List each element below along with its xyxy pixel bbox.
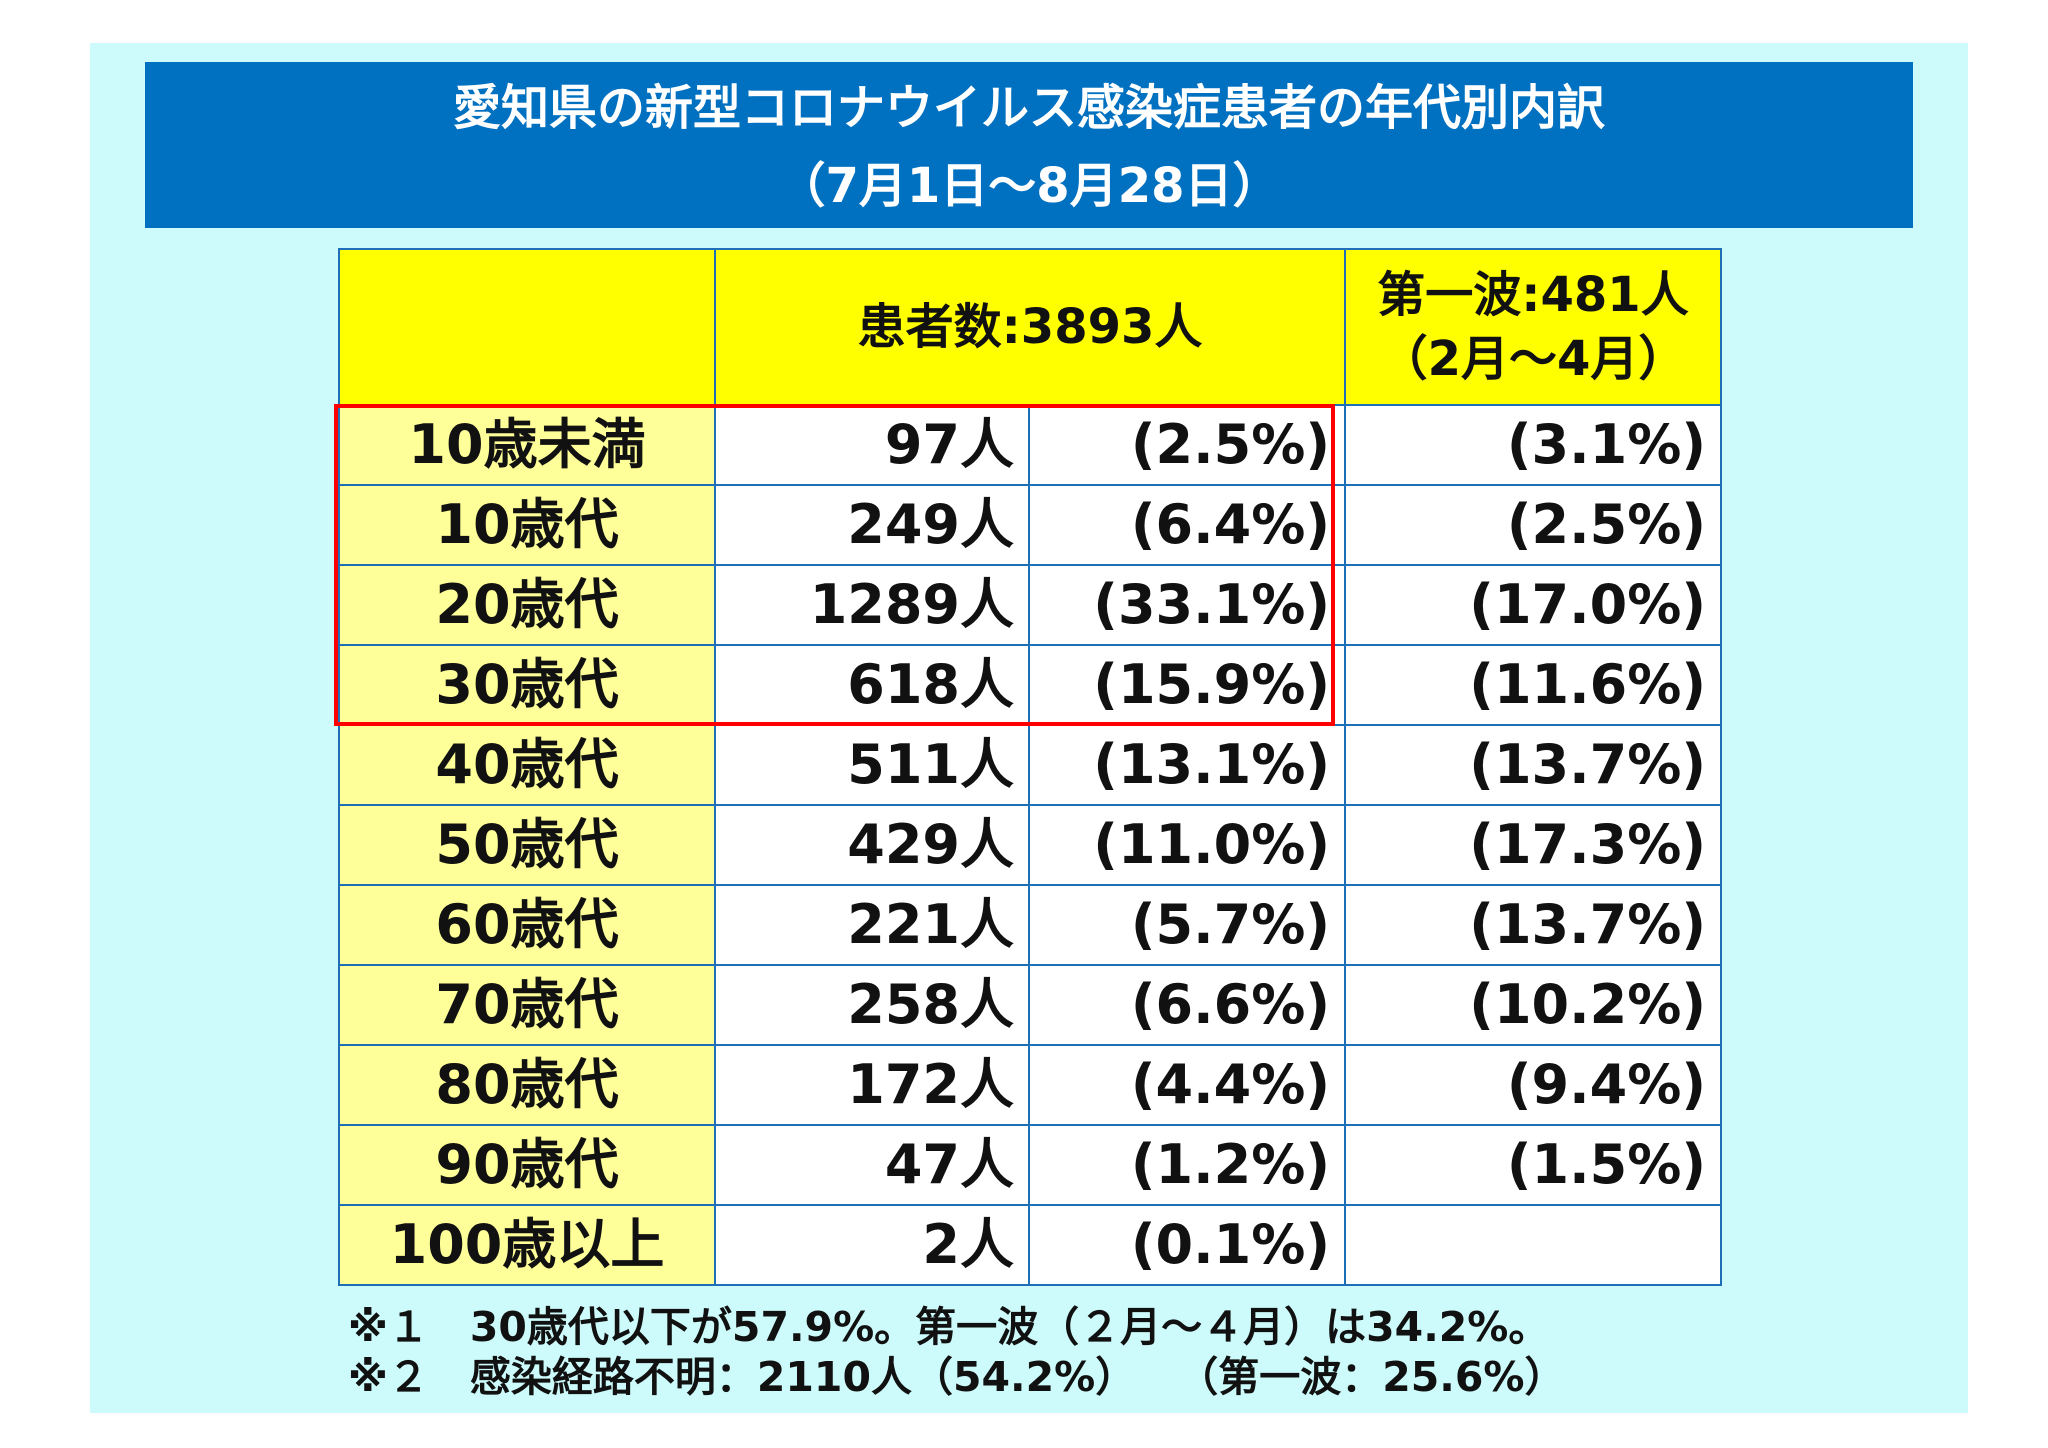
page-subtitle-period: （7月1日～8月28日） bbox=[777, 158, 1281, 214]
header-first-wave: 第一波:481人 （2月～4月） bbox=[1344, 248, 1722, 406]
first-wave-percentage-cell: (1.5%) bbox=[1344, 1124, 1722, 1206]
percentage-cell: (1.2%) bbox=[1028, 1124, 1346, 1206]
footnote-2: ※２ 感染経路不明：2110人（54.2%） （第一波：25.6%） bbox=[348, 1353, 1566, 1401]
table-row: 100歳以上 2人 (0.1%) bbox=[338, 1204, 1722, 1286]
first-wave-percentage-cell: (9.4%) bbox=[1344, 1044, 1722, 1126]
header-first-wave-period: （2月～4月） bbox=[1379, 331, 1687, 387]
table-row: 60歳代 221人 (5.7%) (13.7%) bbox=[338, 884, 1722, 966]
age-group-cell: 10歳代 bbox=[338, 484, 716, 566]
first-wave-percentage-cell bbox=[1344, 1204, 1722, 1286]
first-wave-percentage-cell: (13.7%) bbox=[1344, 884, 1722, 966]
page-title: 愛知県の新型コロナウイルス感染症患者の年代別内訳 bbox=[452, 80, 1605, 136]
percentage-cell: (13.1%) bbox=[1028, 724, 1346, 806]
patient-count-cell: 172人 bbox=[714, 1044, 1030, 1126]
percentage-cell: (2.5%) bbox=[1028, 404, 1346, 486]
table-row: 50歳代 429人 (11.0%) (17.3%) bbox=[338, 804, 1722, 886]
table-row: 90歳代 47人 (1.2%) (1.5%) bbox=[338, 1124, 1722, 1206]
patient-count-cell: 2人 bbox=[714, 1204, 1030, 1286]
table-row: 10歳代 249人 (6.4%) (2.5%) bbox=[338, 484, 1722, 566]
footnote-1: ※１ 30歳代以下が57.9%。第一波（２月～４月）は34.2%。 bbox=[348, 1303, 1550, 1351]
age-group-cell: 20歳代 bbox=[338, 564, 716, 646]
table-row: 30歳代 618人 (15.9%) (11.6%) bbox=[338, 644, 1722, 726]
patient-count-cell: 258人 bbox=[714, 964, 1030, 1046]
table-header-row: 患者数:3893人 第一波:481人 （2月～4月） bbox=[338, 248, 1722, 406]
age-breakdown-table: 患者数:3893人 第一波:481人 （2月～4月） 10歳未満 97人 (2.… bbox=[338, 248, 1722, 1286]
header-first-wave-count: 第一波:481人 bbox=[1377, 267, 1689, 323]
first-wave-percentage-cell: (13.7%) bbox=[1344, 724, 1722, 806]
header-patients-count: 患者数:3893人 bbox=[714, 248, 1346, 406]
percentage-cell: (4.4%) bbox=[1028, 1044, 1346, 1126]
patient-count-cell: 1289人 bbox=[714, 564, 1030, 646]
age-group-cell: 60歳代 bbox=[338, 884, 716, 966]
percentage-cell: (33.1%) bbox=[1028, 564, 1346, 646]
percentage-cell: (6.6%) bbox=[1028, 964, 1346, 1046]
percentage-cell: (15.9%) bbox=[1028, 644, 1346, 726]
first-wave-percentage-cell: (3.1%) bbox=[1344, 404, 1722, 486]
age-group-cell: 50歳代 bbox=[338, 804, 716, 886]
patient-count-cell: 618人 bbox=[714, 644, 1030, 726]
first-wave-percentage-cell: (10.2%) bbox=[1344, 964, 1722, 1046]
age-group-cell: 90歳代 bbox=[338, 1124, 716, 1206]
age-group-cell: 30歳代 bbox=[338, 644, 716, 726]
first-wave-percentage-cell: (11.6%) bbox=[1344, 644, 1722, 726]
table-row: 70歳代 258人 (6.6%) (10.2%) bbox=[338, 964, 1722, 1046]
percentage-cell: (0.1%) bbox=[1028, 1204, 1346, 1286]
patient-count-cell: 97人 bbox=[714, 404, 1030, 486]
table-row: 20歳代 1289人 (33.1%) (17.0%) bbox=[338, 564, 1722, 646]
patient-count-cell: 511人 bbox=[714, 724, 1030, 806]
age-group-cell: 40歳代 bbox=[338, 724, 716, 806]
first-wave-percentage-cell: (17.3%) bbox=[1344, 804, 1722, 886]
age-group-cell: 10歳未満 bbox=[338, 404, 716, 486]
table-row: 80歳代 172人 (4.4%) (9.4%) bbox=[338, 1044, 1722, 1126]
age-group-cell: 70歳代 bbox=[338, 964, 716, 1046]
table-row: 10歳未満 97人 (2.5%) (3.1%) bbox=[338, 404, 1722, 486]
patient-count-cell: 221人 bbox=[714, 884, 1030, 966]
patient-count-cell: 249人 bbox=[714, 484, 1030, 566]
table-row: 40歳代 511人 (13.1%) (13.7%) bbox=[338, 724, 1722, 806]
header-empty-cell bbox=[338, 248, 716, 406]
first-wave-percentage-cell: (17.0%) bbox=[1344, 564, 1722, 646]
title-bar: 愛知県の新型コロナウイルス感染症患者の年代別内訳 （7月1日～8月28日） bbox=[145, 62, 1913, 228]
patient-count-cell: 47人 bbox=[714, 1124, 1030, 1206]
patient-count-cell: 429人 bbox=[714, 804, 1030, 886]
age-group-cell: 100歳以上 bbox=[338, 1204, 716, 1286]
age-group-cell: 80歳代 bbox=[338, 1044, 716, 1126]
percentage-cell: (6.4%) bbox=[1028, 484, 1346, 566]
percentage-cell: (11.0%) bbox=[1028, 804, 1346, 886]
percentage-cell: (5.7%) bbox=[1028, 884, 1346, 966]
first-wave-percentage-cell: (2.5%) bbox=[1344, 484, 1722, 566]
